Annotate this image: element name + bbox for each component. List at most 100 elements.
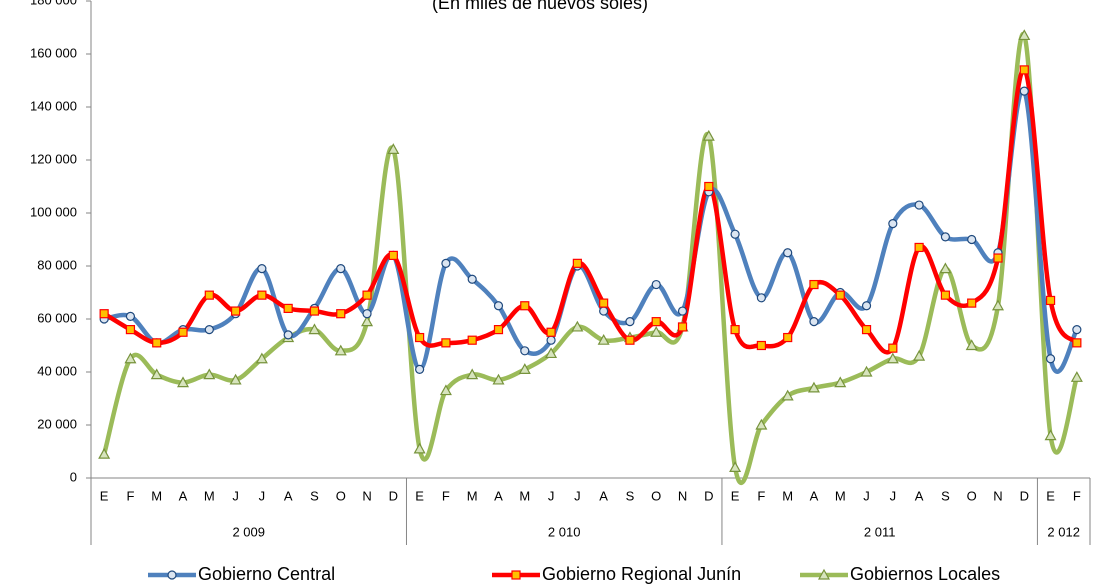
point xyxy=(1072,338,1082,348)
point xyxy=(518,363,531,374)
point xyxy=(415,332,425,343)
x-tick-label: J xyxy=(574,488,581,503)
point xyxy=(888,343,898,353)
point xyxy=(835,290,845,300)
x-tick-label: J xyxy=(890,488,897,503)
point xyxy=(807,381,820,393)
x-tick-label: E xyxy=(415,488,424,503)
legend-marker xyxy=(817,568,831,580)
x-tick-label: J xyxy=(232,488,239,503)
point xyxy=(993,253,1003,263)
point xyxy=(1072,325,1082,335)
point xyxy=(1019,65,1029,75)
chart-subtitle: (En miles de nuevos soles) xyxy=(432,0,648,13)
point xyxy=(546,335,556,345)
x-tick-label: J xyxy=(259,488,266,503)
point xyxy=(257,264,267,274)
point xyxy=(599,306,609,316)
point xyxy=(308,323,321,335)
point xyxy=(255,352,268,364)
point xyxy=(572,258,582,268)
x-tick-label: O xyxy=(336,488,346,503)
point xyxy=(336,264,346,274)
legend-marker xyxy=(167,570,177,580)
x-tick-label: A xyxy=(599,488,608,503)
point xyxy=(125,311,136,321)
point xyxy=(493,301,504,311)
y-tick-label: 40 000 xyxy=(37,363,77,378)
point xyxy=(1044,429,1057,441)
point xyxy=(809,317,819,327)
x-tick-label: D xyxy=(1020,488,1029,503)
point xyxy=(730,325,740,335)
point xyxy=(283,330,293,340)
point xyxy=(809,279,819,290)
legend-label: Gobierno Regional Junín xyxy=(542,564,741,584)
point xyxy=(520,301,530,311)
x-tick-label: A xyxy=(179,488,188,503)
x-tick-label: N xyxy=(993,488,1002,503)
x-tick-label: F xyxy=(1073,488,1081,503)
point xyxy=(439,384,452,396)
point xyxy=(493,325,504,335)
point xyxy=(413,442,426,454)
point xyxy=(756,340,766,351)
y-tick-label: 60 000 xyxy=(37,310,77,325)
y-tick-label: 180 000 xyxy=(30,0,77,7)
x-tick-label: F xyxy=(126,488,134,503)
x-tick-label: S xyxy=(941,488,950,503)
point xyxy=(336,309,346,319)
point xyxy=(520,346,530,356)
point xyxy=(888,219,898,229)
point xyxy=(886,352,899,364)
point xyxy=(702,129,715,141)
x-tick-label: A xyxy=(915,488,924,503)
x-tick-label: S xyxy=(626,488,635,503)
point xyxy=(415,364,425,374)
point xyxy=(860,365,873,377)
x-tick-label: M xyxy=(204,488,215,503)
point xyxy=(730,229,740,239)
point xyxy=(362,309,372,319)
x-tick-label: E xyxy=(1046,488,1055,503)
y-tick-label: 0 xyxy=(70,469,77,484)
y-tick-label: 100 000 xyxy=(30,204,77,219)
point xyxy=(466,368,479,380)
x-tick-label: J xyxy=(863,488,870,503)
year-label: 2 012 xyxy=(1047,524,1080,539)
point xyxy=(230,306,241,316)
x-tick-label: D xyxy=(704,488,713,503)
point xyxy=(546,327,556,337)
point xyxy=(571,320,584,332)
point xyxy=(756,293,766,303)
point xyxy=(834,376,847,388)
point xyxy=(176,376,190,388)
point xyxy=(1019,86,1029,96)
point xyxy=(625,335,635,345)
x-tick-label: F xyxy=(757,488,765,503)
x-tick-label: D xyxy=(389,488,398,503)
point xyxy=(545,347,558,359)
x-tick-label: E xyxy=(100,488,109,503)
point xyxy=(599,298,609,308)
x-tick-label: M xyxy=(782,488,793,503)
point xyxy=(940,232,951,242)
point xyxy=(651,279,661,290)
point xyxy=(124,352,137,364)
point xyxy=(492,373,505,385)
x-tick-label: N xyxy=(678,488,687,503)
point xyxy=(755,418,768,430)
point xyxy=(704,181,714,192)
y-tick-label: 120 000 xyxy=(30,151,77,166)
point xyxy=(441,258,451,268)
point xyxy=(99,309,109,319)
point xyxy=(309,306,320,316)
y-tick-label: 80 000 xyxy=(37,257,77,272)
point xyxy=(362,290,372,300)
point xyxy=(203,368,216,380)
point xyxy=(783,248,793,258)
point xyxy=(991,299,1005,311)
x-tick-label: O xyxy=(967,488,977,503)
x-tick-label: O xyxy=(651,488,661,503)
